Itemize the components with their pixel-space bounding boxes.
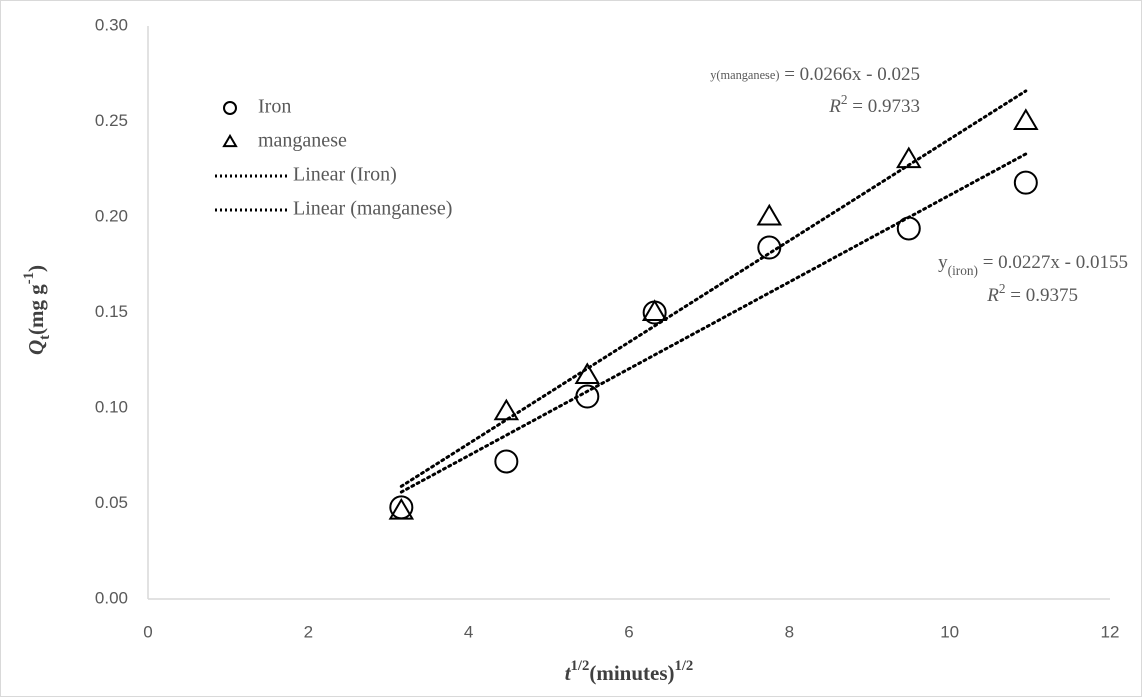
annotation: y(manganese) = 0.0266x - 0.025 <box>710 64 920 85</box>
marker <box>641 299 668 321</box>
x-axis-title-part: 1/2 <box>675 658 694 674</box>
annotation-part: R <box>828 96 841 117</box>
x-axis-title-part: t <box>565 661 572 685</box>
trendline <box>399 89 1028 488</box>
annotation-part: = 0.9375 <box>1006 285 1078 306</box>
y-axis-title-part: (mg g <box>24 284 48 335</box>
legend-label: manganese <box>258 130 347 152</box>
x-axis-title: t1/2(minutes)1/2 <box>565 658 694 684</box>
y-axis-title: Qt(mg g-1) <box>21 265 53 355</box>
x-tick-label: 2 <box>304 622 313 641</box>
annotation-part: 2 <box>999 281 1006 296</box>
y-axis-title-part: ) <box>24 265 48 272</box>
annotation-part: R <box>986 285 999 306</box>
y-tick-label: 0.20 <box>95 206 128 225</box>
x-axis-title-part: 1/2 <box>571 658 590 674</box>
annotation: R2 = 0.9733 <box>828 92 920 118</box>
x-axis-title-part: (minutes) <box>589 661 674 685</box>
y-tick-label: 0.15 <box>95 302 128 321</box>
marker <box>493 398 520 421</box>
x-tick-label: 8 <box>785 622 794 641</box>
marker <box>1013 170 1038 195</box>
annotation-part: 2 <box>841 92 848 107</box>
annotation: y(iron) = 0.0227x - 0.0155 <box>938 252 1128 277</box>
y-axis-title-part: -1 <box>21 272 37 284</box>
marker <box>896 216 921 241</box>
annotation-part: (iron) <box>948 263 978 278</box>
x-tick-label: 6 <box>624 622 633 641</box>
annotation-part: = 0.0227x - 0.0155 <box>978 252 1128 273</box>
x-tick-label: 10 <box>940 622 959 641</box>
legend-label: Iron <box>258 96 291 118</box>
y-tick-label: 0.30 <box>95 15 128 34</box>
annotation-part: = 0.9733 <box>848 96 920 117</box>
annotation-part: = 0.0266x - 0.025 <box>779 64 920 85</box>
annotation: R2 = 0.9375 <box>986 281 1078 307</box>
legend-label: Linear (manganese) <box>293 198 452 220</box>
y-tick-label: 0.00 <box>95 588 128 607</box>
y-axis-title-part: t <box>37 335 53 340</box>
marker <box>575 384 600 409</box>
marker <box>757 235 782 260</box>
legend-marker <box>223 101 237 115</box>
marker <box>1013 108 1039 130</box>
x-tick-label: 0 <box>143 622 152 641</box>
legend-marker <box>222 133 238 148</box>
x-tick-label: 4 <box>464 622 473 641</box>
marker <box>574 362 601 385</box>
marker <box>494 449 519 474</box>
legend-label: Linear (Iron) <box>293 164 397 186</box>
y-tick-label: 0.05 <box>95 493 128 512</box>
annotation-part: y <box>938 252 948 273</box>
x-tick-label: 12 <box>1101 622 1120 641</box>
trendline <box>399 152 1028 494</box>
marker <box>756 203 783 226</box>
y-tick-label: 0.10 <box>95 397 128 416</box>
marker <box>388 497 415 520</box>
marker <box>896 146 922 169</box>
y-tick-label: 0.25 <box>95 111 128 130</box>
y-axis-title-part: Q <box>24 340 48 355</box>
annotation-part: y(manganese) <box>710 68 779 82</box>
